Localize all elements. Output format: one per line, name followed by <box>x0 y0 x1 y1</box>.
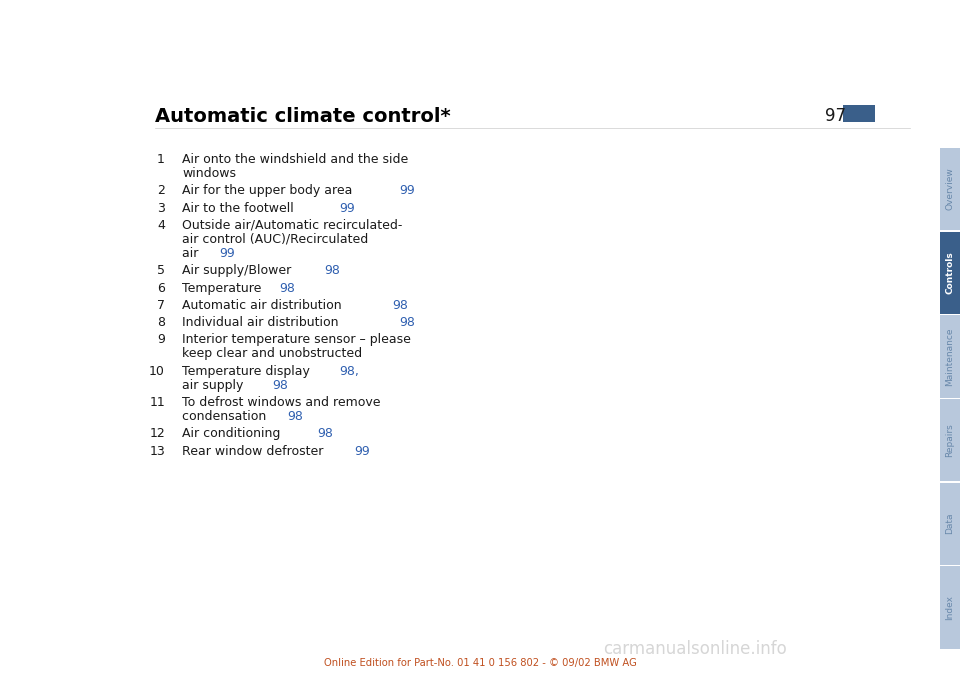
Text: Interior temperature sensor – please: Interior temperature sensor – please <box>182 333 411 346</box>
Text: Online Edition for Part-No. 01 41 0 156 802 - © 09/02 BMW AG: Online Edition for Part-No. 01 41 0 156 … <box>324 658 636 668</box>
Text: 99: 99 <box>340 201 355 215</box>
Text: 98: 98 <box>317 427 333 441</box>
Text: 98,: 98, <box>340 365 359 378</box>
Text: Temperature: Temperature <box>182 281 270 295</box>
Text: windows: windows <box>182 167 236 180</box>
Bar <box>940 399 960 481</box>
Text: keep clear and unobstructed: keep clear and unobstructed <box>182 347 362 361</box>
Text: 99: 99 <box>399 184 416 197</box>
Bar <box>843 105 875 122</box>
Text: 12: 12 <box>149 427 165 441</box>
Text: 8: 8 <box>157 316 165 329</box>
Text: Automatic air distribution: Automatic air distribution <box>182 299 349 312</box>
Text: Controls: Controls <box>946 252 954 294</box>
Bar <box>940 483 960 565</box>
Text: 2: 2 <box>157 184 165 197</box>
Text: 97: 97 <box>825 107 846 125</box>
Text: Repairs: Repairs <box>946 423 954 457</box>
Text: 4: 4 <box>157 219 165 232</box>
Text: Outside air/Automatic recirculated-: Outside air/Automatic recirculated- <box>182 219 402 232</box>
Text: 98: 98 <box>279 281 296 295</box>
Text: 98: 98 <box>287 410 302 423</box>
Bar <box>940 148 960 230</box>
Bar <box>940 315 960 397</box>
Text: 9: 9 <box>157 333 165 346</box>
Bar <box>940 232 960 314</box>
Text: 98: 98 <box>272 379 288 392</box>
Text: 5: 5 <box>157 264 165 277</box>
Text: Rear window defroster: Rear window defroster <box>182 445 331 458</box>
Text: 13: 13 <box>149 445 165 458</box>
Text: carmanualsonline.info: carmanualsonline.info <box>603 640 787 658</box>
Text: 98: 98 <box>392 299 408 312</box>
Text: Air onto the windshield and the side: Air onto the windshield and the side <box>182 153 408 166</box>
Text: Temperature display: Temperature display <box>182 365 318 378</box>
Text: 99: 99 <box>220 247 235 260</box>
Text: Overview: Overview <box>946 167 954 210</box>
Text: Air for the upper body area: Air for the upper body area <box>182 184 360 197</box>
Text: Maintenance: Maintenance <box>946 327 954 386</box>
Text: condensation: condensation <box>182 410 275 423</box>
Text: air control (AUC)/Recirculated: air control (AUC)/Recirculated <box>182 233 369 246</box>
Text: 11: 11 <box>149 396 165 409</box>
Text: Air supply/Blower: Air supply/Blower <box>182 264 300 277</box>
Text: Individual air distribution: Individual air distribution <box>182 316 347 329</box>
Text: Air to the footwell: Air to the footwell <box>182 201 301 215</box>
Text: 10: 10 <box>149 365 165 378</box>
Text: air supply: air supply <box>182 379 252 392</box>
Text: To defrost windows and remove: To defrost windows and remove <box>182 396 380 409</box>
Text: 99: 99 <box>354 445 371 458</box>
Text: 7: 7 <box>157 299 165 312</box>
Bar <box>940 566 960 648</box>
Text: Index: Index <box>946 595 954 620</box>
Text: 6: 6 <box>157 281 165 295</box>
Text: Air conditioning: Air conditioning <box>182 427 288 441</box>
Text: 1: 1 <box>157 153 165 166</box>
Text: Data: Data <box>946 513 954 534</box>
Text: 3: 3 <box>157 201 165 215</box>
Text: air: air <box>182 247 206 260</box>
Text: 98: 98 <box>324 264 341 277</box>
Text: 98: 98 <box>399 316 416 329</box>
Text: Automatic climate control*: Automatic climate control* <box>155 107 450 126</box>
